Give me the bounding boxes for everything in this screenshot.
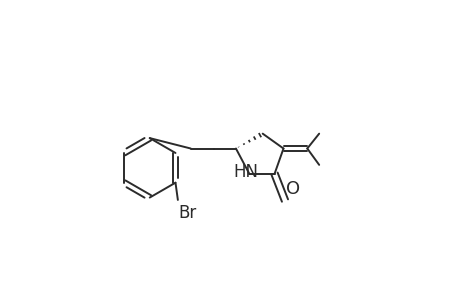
Text: Br: Br bbox=[179, 203, 196, 221]
Text: HN: HN bbox=[232, 163, 257, 181]
Text: O: O bbox=[286, 180, 300, 198]
